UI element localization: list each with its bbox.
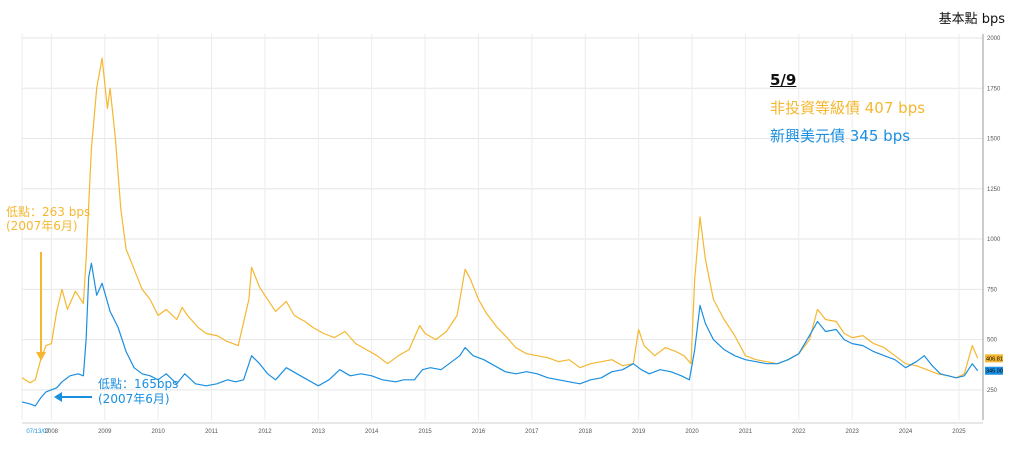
y-axis: 250 500 750 1000 1250 1500 1750 2000: [982, 34, 1001, 420]
x-tick-label: 2017: [525, 429, 539, 435]
x-tick-label: 2024: [899, 429, 913, 435]
x-tick-label: 2022: [792, 429, 806, 435]
y-tick-label: 750: [987, 287, 998, 293]
series-end-tag-0: [985, 354, 1003, 363]
legend-hy-label: 非投資等級債 407 bps: [770, 99, 926, 117]
y-tick-label: 1750: [987, 86, 1001, 92]
series-line-0: [21, 57, 979, 384]
y-tick-label: 2000: [987, 36, 1001, 42]
x-tick-label: 2010: [151, 429, 165, 435]
legend-date: 5/9: [770, 71, 797, 89]
hy-low-arrow-head: [36, 352, 46, 361]
legend: 5/9 非投資等級債 407 bps 新興美元債 345 bps: [770, 66, 925, 150]
x-tick-label: 2018: [579, 429, 593, 435]
x-tick-label: 2009: [98, 429, 112, 435]
em-low-annotation: 低點：165bps (2007年6月): [98, 377, 178, 407]
y-tick-label: 250: [987, 388, 998, 394]
series-end-tag-1: [985, 366, 1003, 375]
hy-low-line-2: (2007年6月): [6, 219, 78, 233]
hy-low-line-1: 低點：263 bps: [6, 205, 91, 219]
y-tick-label: 500: [987, 338, 998, 344]
x-tick-label: 2020: [685, 429, 699, 435]
series-end-label-1: 345.00: [986, 369, 1003, 375]
x-tick-label: 2019: [632, 429, 646, 435]
legend-em-label: 新興美元債 345 bps: [770, 127, 911, 145]
annotation-arrows: [36, 252, 92, 402]
y-tick-label: 1250: [987, 187, 1001, 193]
em-low-arrow-head: [54, 392, 62, 402]
x-tick-label: 07/13/07: [26, 429, 50, 435]
x-tick-label: 2015: [418, 429, 432, 435]
x-tick-label: 2016: [472, 429, 486, 435]
em-low-line-2: (2007年6月): [98, 392, 170, 406]
unit-label: 基本點 bps: [938, 12, 1005, 27]
em-low-line-1: 低點：165bps: [98, 377, 179, 391]
series-line-1: [21, 262, 979, 407]
y-tick-label: 1500: [987, 137, 1001, 143]
series-layer: 406.81 345.00: [21, 57, 1003, 407]
x-tick-label: 2012: [258, 429, 272, 435]
x-tick-label: 2013: [312, 429, 326, 435]
x-tick-label: 2011: [205, 429, 219, 435]
x-tick-label: 2008: [45, 429, 59, 435]
series-end-label-0: 406.81: [986, 356, 1003, 362]
x-tick-label: 2021: [739, 429, 753, 435]
x-tick-label: 2025: [952, 429, 966, 435]
y-tick-label: 1000: [987, 237, 1001, 243]
hy-low-annotation: 低點：263 bps (2007年6月): [6, 205, 90, 233]
x-tick-label: 2023: [846, 429, 860, 435]
x-tick-label: 2014: [365, 429, 379, 435]
